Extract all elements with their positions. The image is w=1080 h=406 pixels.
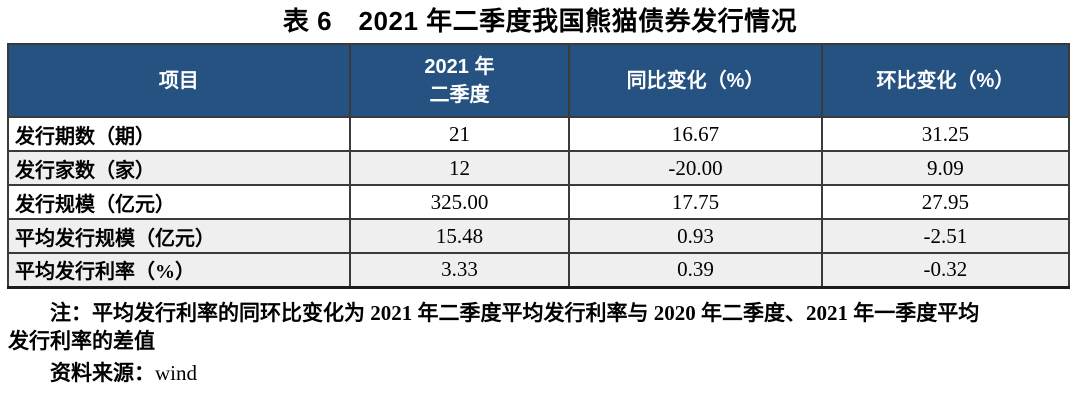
table-header-row: 项目 2021 年 二季度 同比变化（%） 环比变化（%）	[7, 43, 1071, 118]
cell-yoy: -20.00	[568, 150, 823, 186]
footnote-text: 平均发行利率的同环比变化为 2021 年二季度平均发行利率与 2020 年二季度…	[8, 300, 980, 353]
footnote-prefix: 注：	[50, 300, 92, 325]
table-row-issue-count: 发行期数（期） 21 16.67 31.25	[7, 116, 1071, 152]
cell-value: 325.00	[348, 184, 571, 220]
row-label: 发行家数（家）	[7, 150, 351, 186]
cell-value: 3.33	[348, 252, 571, 289]
header-cell-item: 项目	[7, 43, 351, 118]
header-period-line2: 二季度	[429, 83, 490, 106]
cell-qoq: 27.95	[820, 184, 1071, 220]
header-period-line1: 2021 年	[424, 55, 495, 78]
row-label: 发行规模（亿元）	[7, 184, 351, 220]
row-label: 平均发行规模（亿元）	[7, 218, 351, 254]
source-prefix: 资料来源：	[50, 360, 155, 385]
panda-bond-table: 项目 2021 年 二季度 同比变化（%） 环比变化（%） 发行期数（期） 21…	[7, 43, 1071, 289]
table-row-avg-rate: 平均发行利率（%） 3.33 0.39 -0.32	[7, 252, 1071, 289]
source-text: wind	[155, 360, 197, 385]
table-footnote: 注：平均发行利率的同环比变化为 2021 年二季度平均发行利率与 2020 年二…	[8, 299, 1000, 355]
cell-value: 12	[348, 150, 571, 186]
row-label: 平均发行利率（%）	[7, 252, 351, 289]
table-row-avg-scale: 平均发行规模（亿元） 15.48 0.93 -2.51	[7, 218, 1071, 254]
cell-yoy: 0.93	[568, 218, 823, 254]
cell-yoy: 0.39	[568, 252, 823, 289]
cell-qoq: -0.32	[820, 252, 1071, 289]
cell-qoq: -2.51	[820, 218, 1071, 254]
cell-yoy: 17.75	[568, 184, 823, 220]
data-source-line: 资料来源：wind	[8, 359, 1072, 387]
header-cell-yoy: 同比变化（%）	[568, 43, 823, 118]
cell-value: 15.48	[348, 218, 571, 254]
cell-qoq: 9.09	[820, 150, 1071, 186]
table-title: 表 6 2021 年二季度我国熊猫债券发行情况	[282, 6, 798, 36]
header-cell-period: 2021 年 二季度	[348, 43, 571, 118]
cell-qoq: 31.25	[820, 116, 1071, 152]
header-cell-qoq: 环比变化（%）	[820, 43, 1071, 118]
table-row-issue-scale: 发行规模（亿元） 325.00 17.75 27.95	[7, 184, 1071, 220]
table-row-issuer-count: 发行家数（家） 12 -20.00 9.09	[7, 150, 1071, 186]
cell-yoy: 16.67	[568, 116, 823, 152]
cell-value: 21	[348, 116, 571, 152]
row-label: 发行期数（期）	[7, 116, 351, 152]
